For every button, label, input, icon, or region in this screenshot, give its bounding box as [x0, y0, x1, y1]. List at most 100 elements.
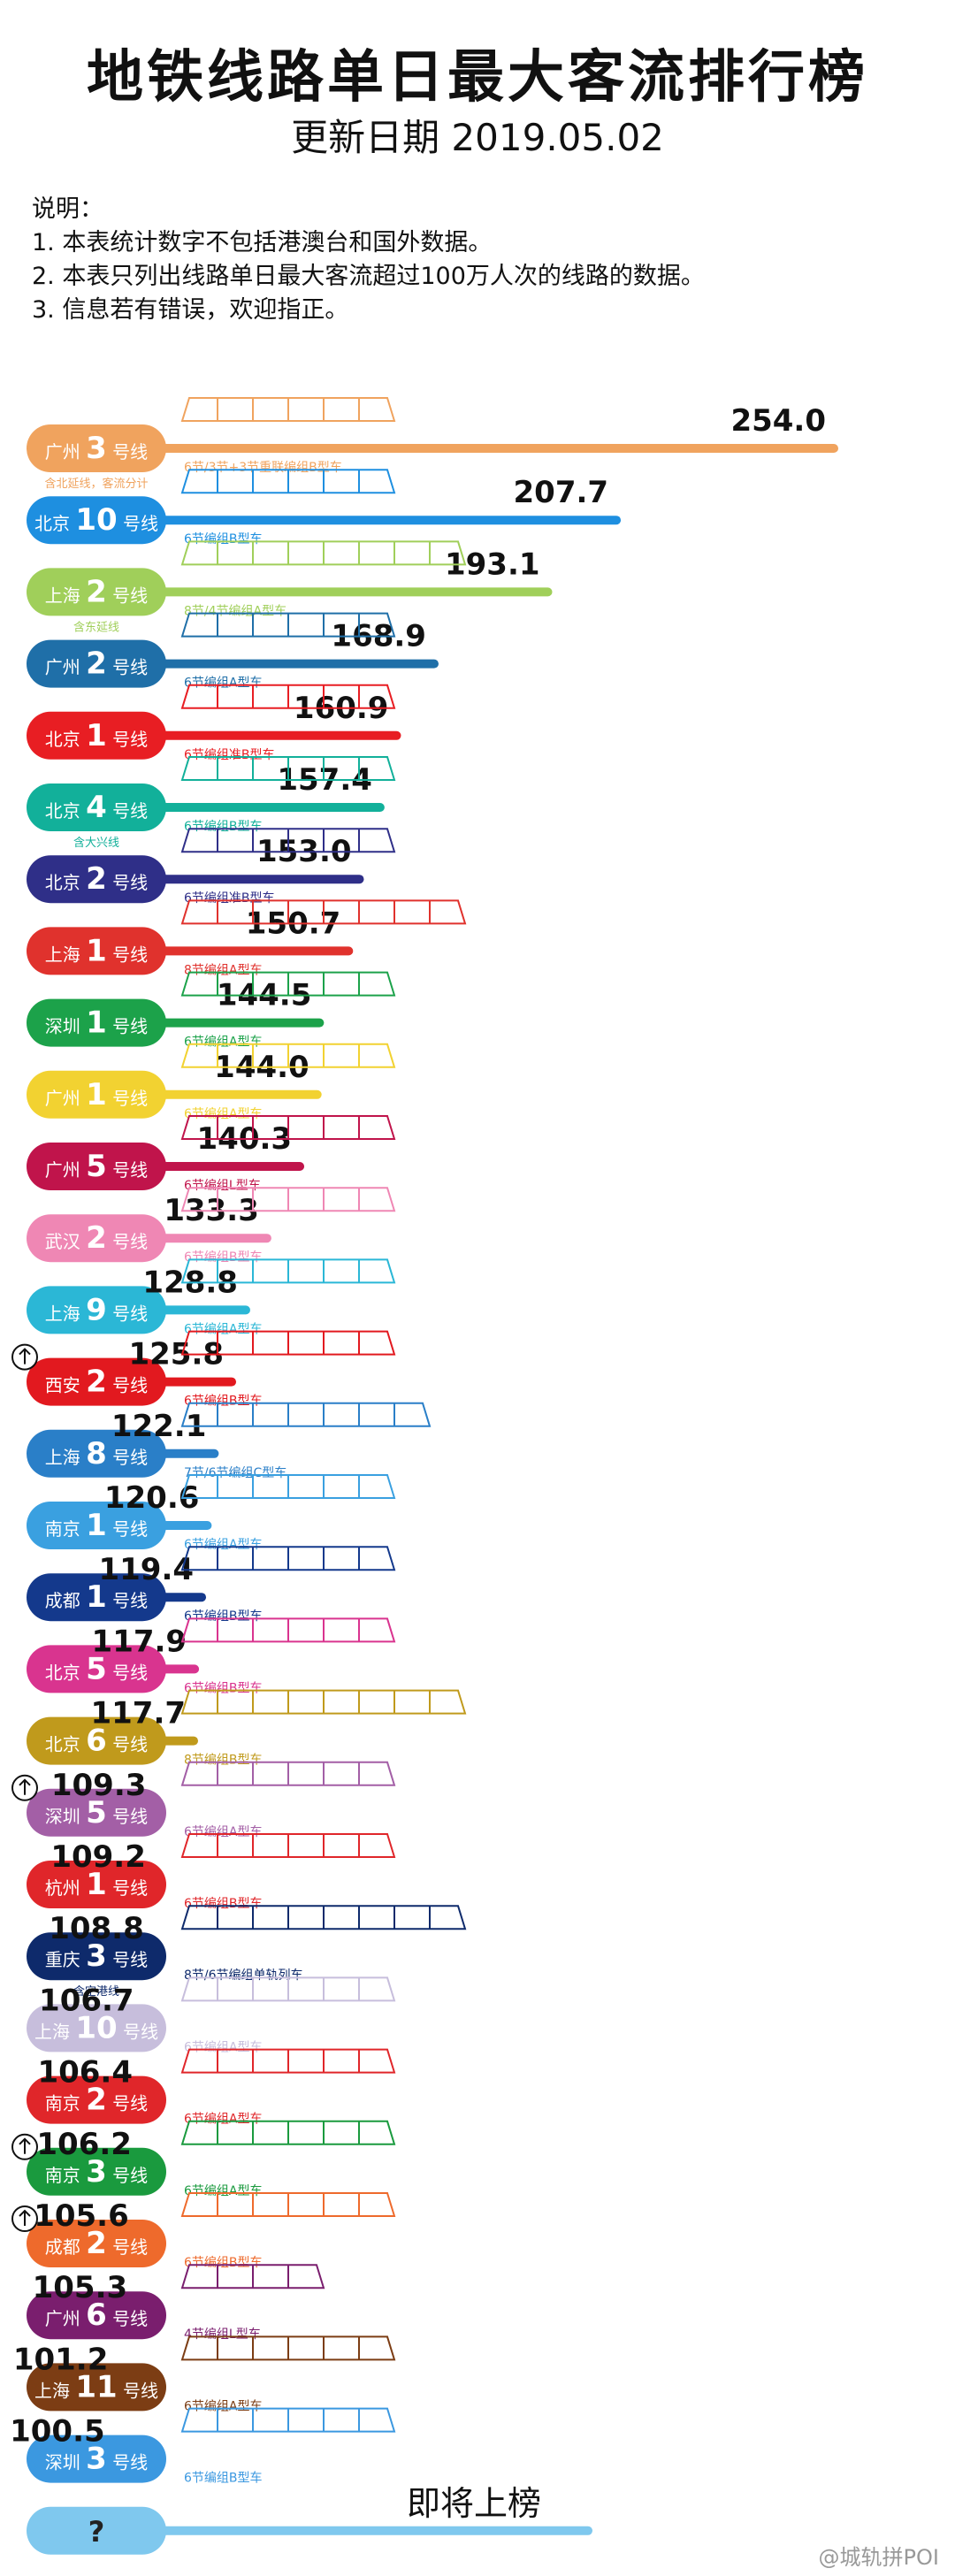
- pill-label: 北京 10 号线: [34, 502, 158, 538]
- car-note: 6节编组A型车: [184, 1824, 262, 1839]
- pill-label: 北京 2 号线: [45, 861, 148, 897]
- car-note: 6节编组A型车: [184, 676, 262, 691]
- train-outline: [180, 1689, 467, 1715]
- line-pill: [27, 784, 166, 831]
- bar: [115, 587, 553, 597]
- line-pill: [27, 424, 166, 472]
- pill-label: 上海 10 号线: [34, 2010, 158, 2045]
- car-note: 6节编组A型车: [184, 2398, 262, 2413]
- arrow-up-icon: [19, 2209, 31, 2226]
- car-note: 6节编组A型车: [184, 1106, 262, 1121]
- value-label: 254.0: [730, 403, 826, 439]
- pill-label: 上海 11 号线: [34, 2369, 158, 2404]
- car-note: 6节编组A型车: [184, 1035, 262, 1050]
- car-note: 7节/6节编组C型车: [184, 1465, 286, 1480]
- train-outline: [180, 1905, 467, 1930]
- value-label: 106.4: [37, 2055, 133, 2091]
- line-pill: [27, 2220, 166, 2267]
- pill-label: 广州 5 号线: [45, 1149, 148, 1184]
- line-pill: [27, 1070, 166, 1119]
- pill-label: 成都 2 号线: [45, 2226, 148, 2261]
- pill-label: 北京 5 号线: [45, 1651, 148, 1686]
- arrow-up-icon: [19, 2137, 31, 2154]
- train-outline: [180, 1043, 396, 1068]
- value-label: 109.2: [50, 1839, 146, 1875]
- page-subtitle: 更新日期 2019.05.02: [291, 116, 664, 159]
- sub-label: 含东延线: [73, 620, 119, 634]
- car-note: 6节编组A型车: [184, 2039, 262, 2054]
- value-label: 108.8: [49, 1911, 144, 1946]
- car-note: 8节编组B型车: [184, 1753, 263, 1768]
- car-note: 6节编组B型车: [184, 2255, 263, 2270]
- line-pill: [27, 2075, 166, 2124]
- pill-label: 上海 2 号线: [45, 574, 148, 609]
- line-pill: [27, 1214, 166, 1263]
- train-outline: [180, 1402, 432, 1427]
- train-outline: [180, 2048, 396, 2074]
- car-note: 6节编组B型车: [184, 531, 263, 547]
- line-pill: [27, 2435, 166, 2483]
- notes-block: 说明： 1. 本表统计数字不包括港澳台和国外数据。 2. 本表只列出线路单日最大…: [32, 193, 705, 327]
- bar: [115, 875, 364, 884]
- pill-label: 北京 6 号线: [45, 1724, 148, 1759]
- pill-label: 深圳 1 号线: [45, 1005, 148, 1041]
- line-pill: [27, 711, 166, 760]
- car-note: 6节编组B型车: [184, 1609, 263, 1624]
- value-label: 101.2: [13, 2342, 109, 2377]
- car-note: 6节编组B型车: [184, 1250, 263, 1265]
- bar: [115, 730, 401, 740]
- line-pill: [27, 2363, 166, 2412]
- line-pill: [27, 1357, 166, 1406]
- value-label: 106.7: [39, 1983, 134, 2018]
- car-note: 6节编组B型车: [184, 2471, 263, 2486]
- car-note: 6节编组A型车: [184, 2112, 262, 2127]
- bar: [115, 516, 622, 525]
- sub-label: 含空港线: [73, 1984, 119, 1999]
- car-note: 6节/3节+3节重联编组B型车: [184, 460, 342, 475]
- value-label: 119.4: [98, 1552, 194, 1587]
- line-pill: [27, 568, 166, 616]
- train-outline: [180, 1187, 396, 1212]
- bar: [115, 803, 385, 812]
- train-outline: [180, 612, 396, 638]
- pill-label: ?: [88, 2515, 105, 2549]
- train-outline: [180, 2264, 325, 2289]
- line-pill: [27, 998, 166, 1047]
- train-outline: [180, 1833, 396, 1858]
- pill-label: 上海 8 号线: [45, 1436, 148, 1471]
- train-outline: [180, 1330, 396, 1356]
- line-pill: [27, 1861, 166, 1908]
- pill-label: 重庆 3 号线: [45, 1938, 148, 1974]
- car-note: 8节/6节编组单轨列车: [184, 1968, 303, 1983]
- train-outline: [180, 1258, 396, 1284]
- train-outline: [180, 1617, 396, 1643]
- train-outline: [180, 828, 396, 853]
- pill-label: 深圳 5 号线: [45, 1795, 148, 1831]
- sub-label: 含大兴线: [73, 836, 119, 850]
- car-note: 6节编组B型车: [184, 1394, 263, 1409]
- value-label: 106.2: [36, 2127, 132, 2162]
- pill-label: 武汉 2 号线: [45, 1220, 148, 1256]
- value-label: 100.5: [10, 2414, 105, 2450]
- car-note: 6节编组B型车: [184, 819, 263, 834]
- page-title: 地铁线路单日最大客流排行榜: [87, 45, 868, 111]
- train-outline: [180, 397, 396, 422]
- line-pill: [27, 639, 166, 688]
- note-item: 1. 本表统计数字不包括港澳台和国外数据。: [32, 229, 493, 256]
- car-note: 6节编组准B型车: [184, 891, 275, 906]
- pill-label: 广州 1 号线: [45, 1077, 148, 1112]
- bar: [115, 1089, 322, 1099]
- train-outline: [180, 2120, 396, 2145]
- train-outline: [180, 1474, 396, 1499]
- train-outline: [180, 469, 396, 494]
- car-note: 6节编组A型车: [184, 2183, 262, 2198]
- pill-label: 广州 2 号线: [45, 646, 148, 682]
- bar: [115, 444, 838, 453]
- train-outline: [180, 1115, 396, 1140]
- value-label: 105.6: [34, 2198, 129, 2234]
- line-pill: [27, 1143, 166, 1190]
- pill-label: 北京 1 号线: [45, 718, 148, 753]
- line-pill: [27, 1429, 166, 1478]
- train-outline: [180, 1761, 396, 1786]
